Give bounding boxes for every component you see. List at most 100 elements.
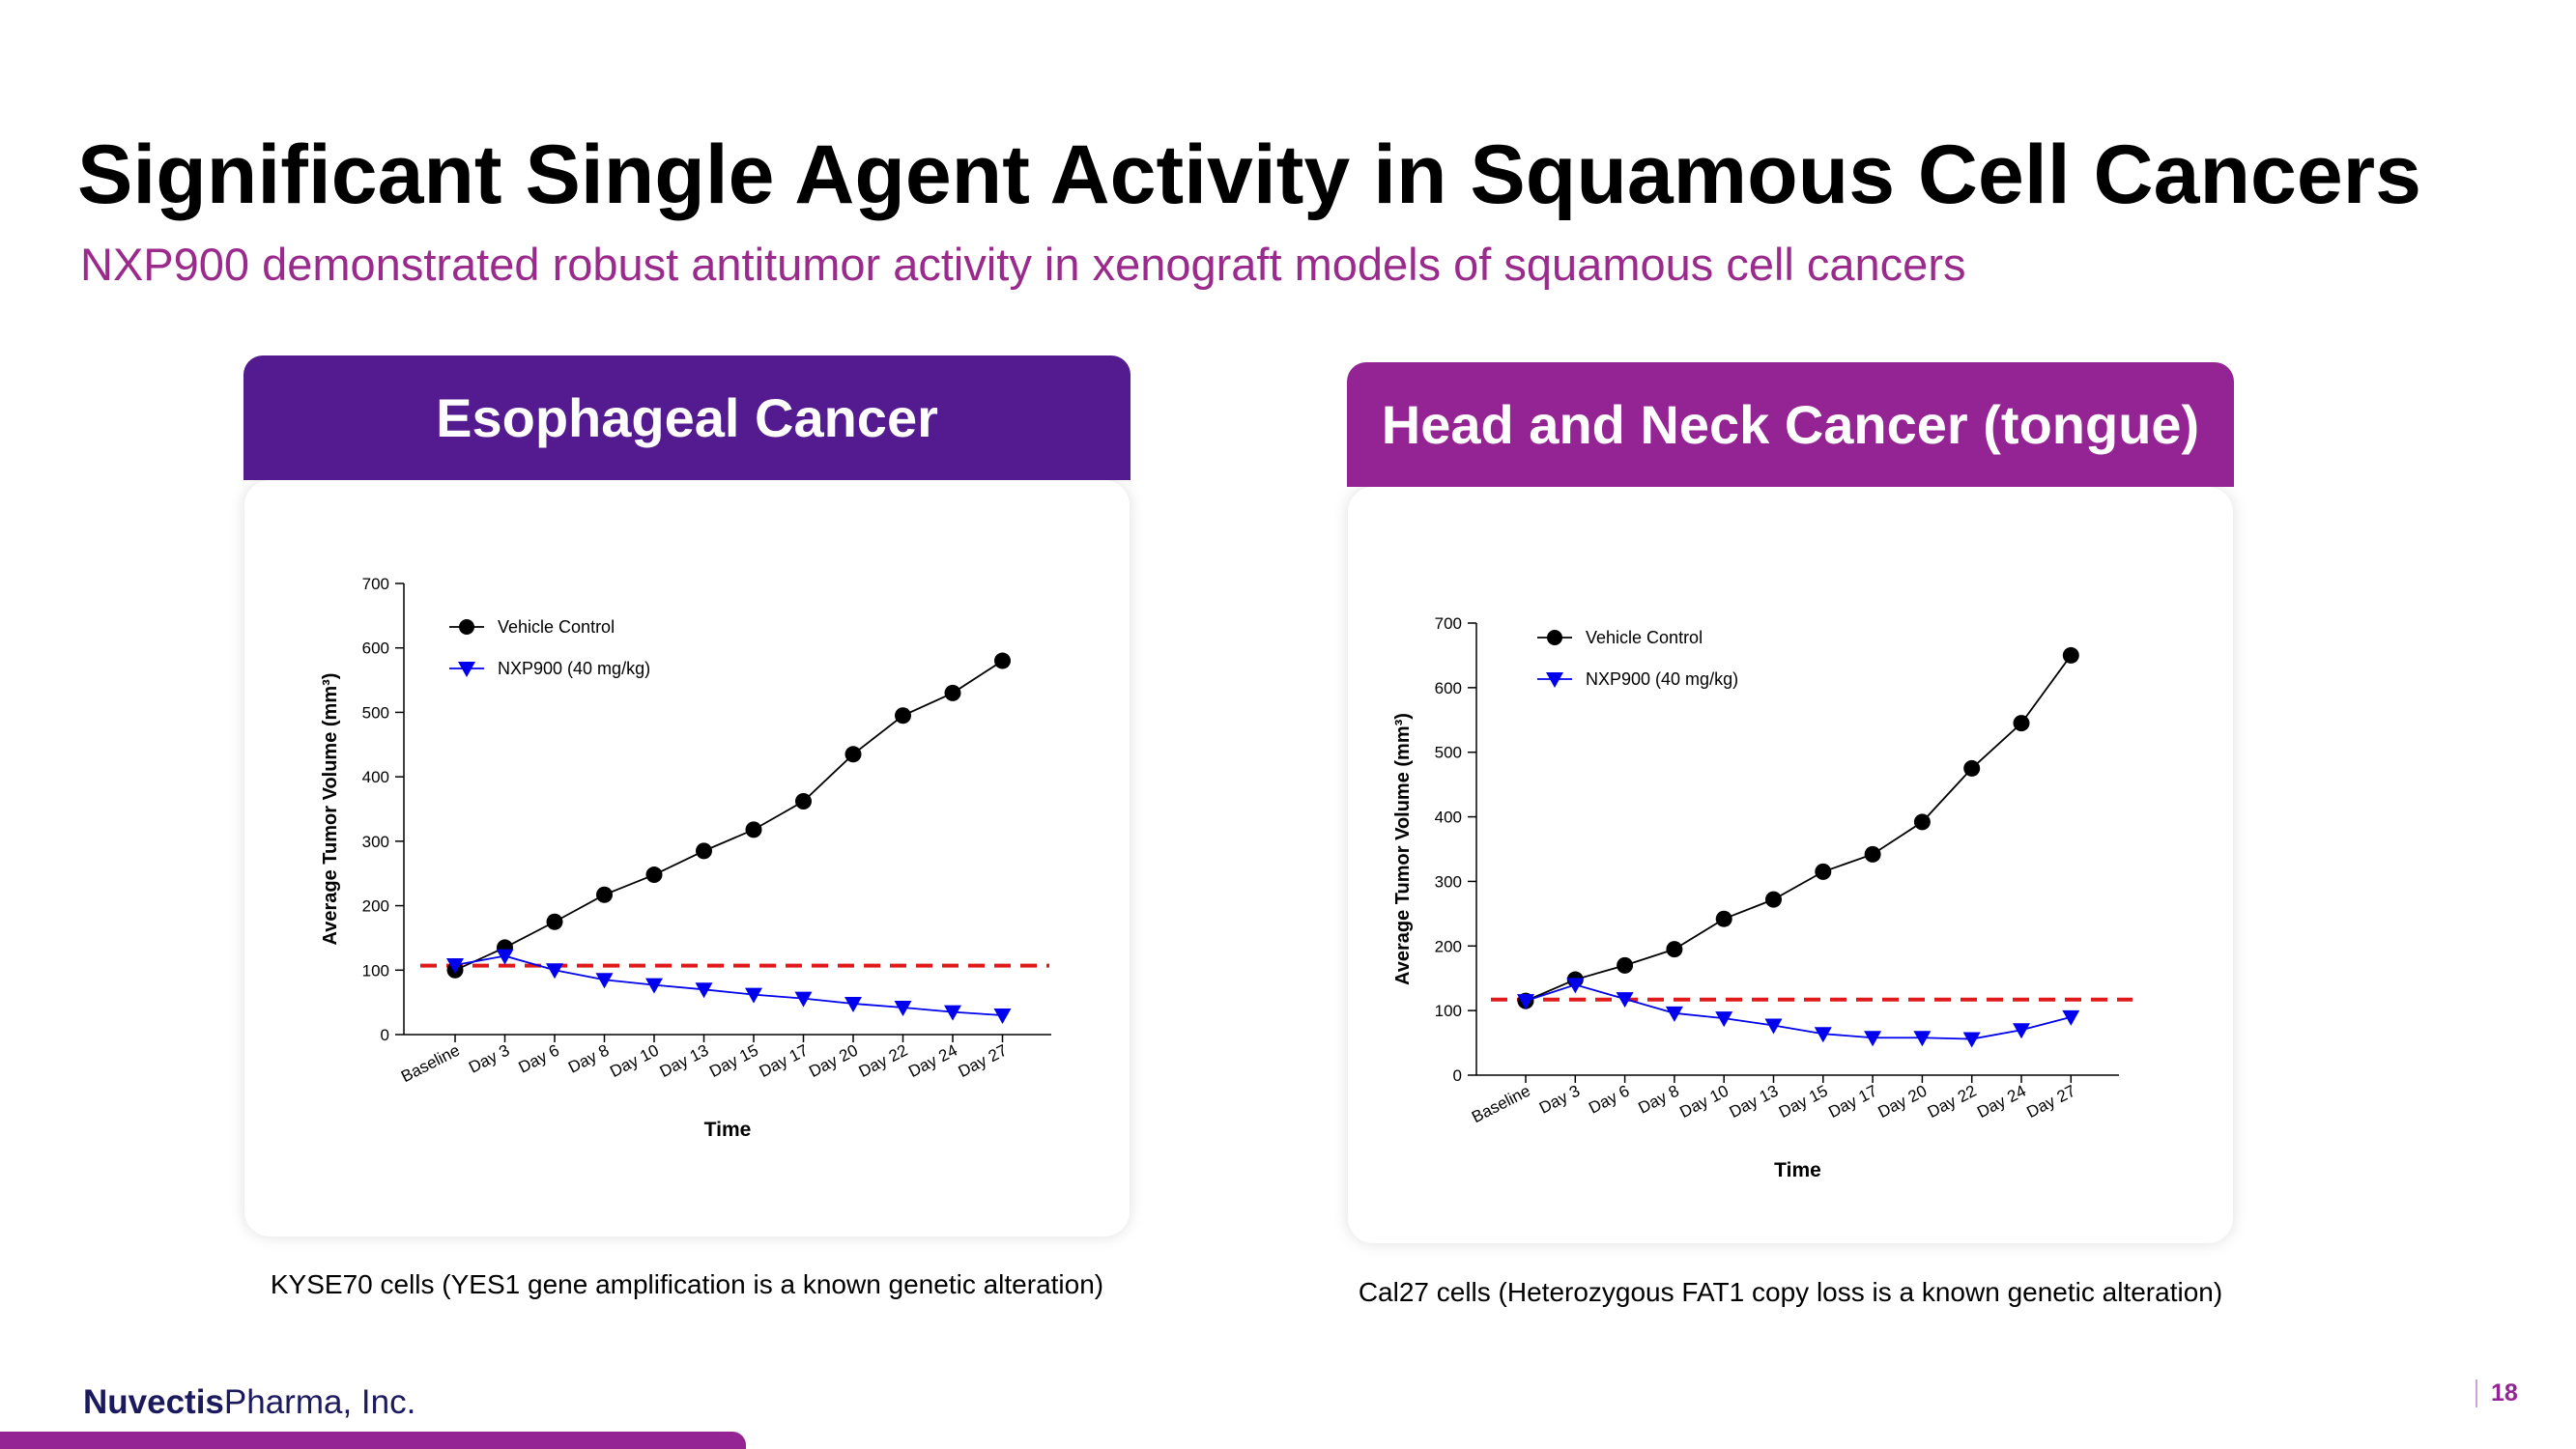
y-tick-label: 300 <box>362 833 389 851</box>
vehicle-control-point <box>1963 759 1981 777</box>
vehicle-control-point <box>1815 863 1832 880</box>
vehicle-control-point <box>844 746 862 763</box>
nxp900-point <box>1962 1032 1981 1048</box>
nxp900-point <box>1517 994 1534 1010</box>
x-tick-label: Day 13 <box>1727 1082 1782 1122</box>
y-tick-label: 400 <box>362 768 389 786</box>
brand-bold: Nuvectis <box>83 1383 224 1421</box>
x-tick-label: Day 3 <box>466 1041 512 1077</box>
nxp900-point <box>1616 992 1634 1009</box>
nxp900-point <box>894 1000 912 1016</box>
x-tick-label: Day 10 <box>607 1041 662 1081</box>
company-logo: NuvectisPharma, Inc. <box>83 1383 415 1422</box>
y-tick-label: 0 <box>1453 1066 1462 1085</box>
nxp900-point <box>794 991 813 1008</box>
x-tick-label: Day 17 <box>1825 1082 1880 1122</box>
nxp900-point <box>546 963 563 980</box>
x-tick-label: Day 27 <box>956 1041 1011 1081</box>
legend-label: NXP900 (40 mg/kg) <box>1586 669 1738 689</box>
nxp900-point <box>993 1008 1012 1024</box>
nxp900-point <box>1665 1006 1683 1022</box>
x-axis-label: Time <box>704 1119 752 1141</box>
nxp900-point <box>745 987 762 1004</box>
x-tick-label: Day 8 <box>1636 1082 1682 1118</box>
nxp900-point <box>944 1005 961 1021</box>
vehicle-control-point <box>1864 845 1881 863</box>
nxp900-point <box>1814 1027 1832 1043</box>
nxp900-point <box>1764 1018 1783 1035</box>
esophageal-tumor-volume-chart: 0 100 200 300 400 500 600 700 Baseline Day 3 Day 6… <box>320 575 1051 1141</box>
series-line <box>1525 983 2072 1040</box>
x-tick-label: Day 22 <box>856 1041 911 1081</box>
vehicle-control-point <box>645 867 663 884</box>
vehicle-control-point <box>1765 891 1782 908</box>
nxp900-point <box>2013 1023 2030 1039</box>
esophageal-card-header: Esophageal Cancer <box>243 355 1131 480</box>
x-tick-label: Baseline <box>398 1041 463 1087</box>
y-tick-label: 200 <box>1435 937 1462 955</box>
vehicle-control-point <box>2062 646 2079 664</box>
legend-label: Vehicle Control <box>498 617 615 637</box>
y-tick-label: 300 <box>1435 872 1462 891</box>
legend-marker-triangle <box>1546 672 1563 688</box>
nxp900-point <box>1715 1011 1733 1028</box>
vehicle-control-point <box>1617 956 1634 974</box>
series-line <box>454 660 1003 972</box>
x-tick-label: Day 6 <box>516 1041 562 1077</box>
y-tick-label: 0 <box>381 1026 389 1044</box>
legend-marker-triangle <box>458 662 475 677</box>
y-tick-label: 600 <box>362 639 389 658</box>
y-tick-label: 100 <box>1435 1002 1462 1020</box>
vehicle-control-point <box>745 821 762 838</box>
vehicle-control-point <box>944 684 961 701</box>
y-axis-label: Average Tumor Volume (mm³) <box>1392 713 1414 985</box>
vehicle-control-point <box>1715 910 1732 927</box>
y-tick-label: 500 <box>362 703 389 722</box>
x-tick-label: Day 20 <box>806 1041 861 1081</box>
esophageal-caption: KYSE70 cells (YES1 gene amplification is… <box>270 1269 1104 1299</box>
y-tick-label: 100 <box>362 961 389 980</box>
nxp900-point <box>695 982 713 999</box>
nxp900-point <box>844 996 862 1012</box>
head-neck-caption: Cal27 cells (Heterozygous FAT1 copy loss… <box>1358 1277 2223 1307</box>
y-axis-label: Average Tumor Volume (mm³) <box>320 673 341 946</box>
vehicle-control-point <box>1666 941 1683 958</box>
legend-label: Vehicle Control <box>1586 628 1703 647</box>
vehicle-control-point <box>546 913 563 930</box>
nxp900-point <box>2062 1009 2080 1026</box>
vehicle-control-point <box>2013 715 2030 732</box>
vehicle-control-point <box>596 886 613 903</box>
vehicle-control-point <box>795 792 812 810</box>
x-tick-label: Day 8 <box>565 1041 612 1077</box>
y-tick-label: 700 <box>1435 614 1462 633</box>
nxp900-point <box>1566 978 1585 994</box>
y-tick-label: 600 <box>1435 679 1462 697</box>
x-tick-label: Day 17 <box>757 1041 812 1081</box>
legend-marker-circle <box>1547 630 1562 645</box>
x-tick-label: Day 15 <box>1776 1082 1831 1122</box>
x-tick-label: Day 22 <box>1925 1082 1980 1122</box>
nxp900-point <box>595 973 614 989</box>
y-tick-label: 200 <box>362 897 389 916</box>
nxp900-point <box>1913 1031 1932 1047</box>
x-tick-label: Day 24 <box>905 1041 960 1081</box>
nxp900-point <box>645 978 663 994</box>
head-neck-tumor-volume-chart: 0 100 200 300 400 500 600 700 Baseline Day 3 Day 6… <box>1392 614 2132 1181</box>
y-tick-label: 400 <box>1435 809 1462 827</box>
slide-title: Significant Single Agent Activity in Squ… <box>77 128 2421 221</box>
series-line <box>454 954 1003 1016</box>
vehicle-control-point <box>895 707 911 724</box>
x-tick-label: Day 24 <box>1974 1082 2029 1122</box>
x-tick-label: Day 13 <box>657 1041 712 1081</box>
bottom-accent-bar <box>0 1432 746 1449</box>
series-line <box>1525 654 2073 1002</box>
legend-marker-circle <box>459 619 474 635</box>
nxp900-point <box>1864 1031 1882 1047</box>
nxp900-point <box>446 957 464 974</box>
vehicle-control-point <box>994 652 1011 669</box>
y-tick-label: 700 <box>362 575 389 593</box>
vehicle-control-point <box>1913 813 1931 831</box>
brand-rest: Pharma, Inc. <box>223 1383 416 1421</box>
y-tick-label: 500 <box>1435 744 1462 762</box>
x-tick-label: Day 6 <box>1586 1082 1632 1118</box>
